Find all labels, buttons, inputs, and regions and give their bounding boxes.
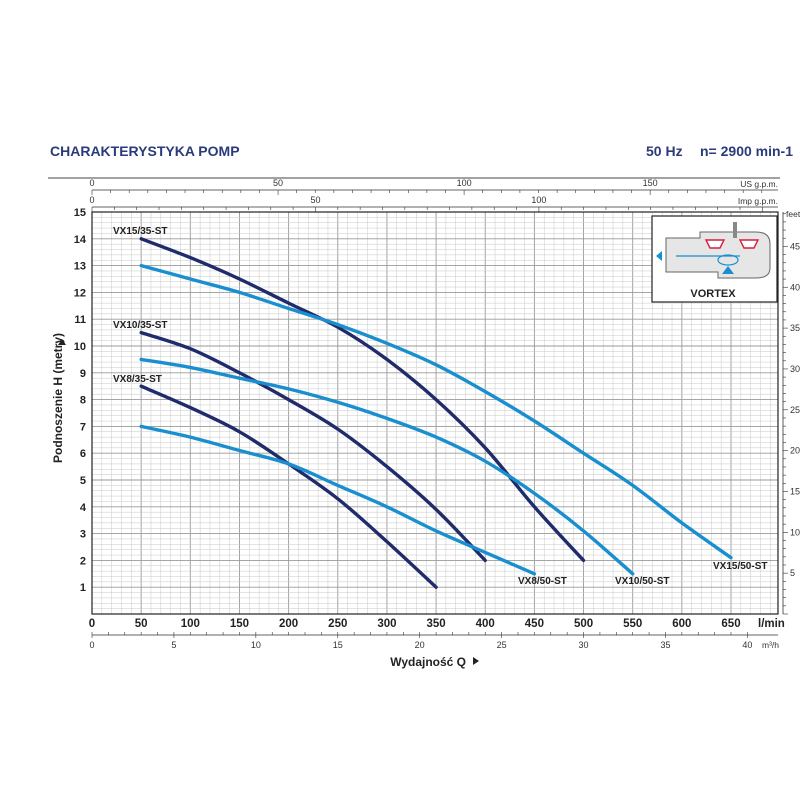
x-tick-label: 350: [426, 618, 445, 630]
m3h-tick-label: 20: [415, 640, 425, 650]
y-tick-label: 5: [80, 475, 86, 487]
y-tick-label: 14: [74, 234, 87, 246]
page-title: CHARAKTERYSTYKA POMP: [50, 143, 240, 159]
us-gpm-tick-label: 150: [643, 178, 658, 188]
y-axis-label: Podnoszenie H (metry): [51, 333, 65, 463]
m3h-tick-label: 30: [579, 640, 589, 650]
feet-tick-label: 5: [790, 568, 795, 578]
feet-tick-label: 20: [790, 446, 800, 456]
y-tick-label: 3: [80, 529, 86, 541]
y-tick-label: 1: [80, 582, 86, 594]
y-tick-label: 7: [80, 421, 86, 433]
m3h-tick-label: 0: [89, 640, 94, 650]
y-tick-label: 13: [74, 261, 86, 273]
feet-tick-label: 40: [790, 282, 800, 292]
series-label: VX15/35-ST: [113, 226, 167, 237]
plot-frame: [91, 211, 779, 615]
y-tick-label: 11: [74, 314, 86, 326]
m3h-tick-label: 25: [497, 640, 507, 650]
x-tick-label: 200: [279, 618, 298, 630]
curve-vx15-50-st: [139, 263, 733, 560]
y-tick-label: 10: [74, 341, 86, 353]
x-tick-label: 500: [574, 618, 593, 630]
series-label: VX10/35-ST: [113, 320, 167, 331]
shaft-icon: [733, 222, 737, 238]
vortex-inset: VORTEX: [651, 215, 778, 303]
x-unit-label: l/min: [758, 618, 785, 630]
inset-label: VORTEX: [690, 288, 736, 300]
feet-tick-label: 15: [790, 486, 800, 496]
series-label: VX8/50-ST: [518, 576, 567, 587]
y-tick-label: 6: [80, 448, 86, 460]
curve-vx10-35-st: [139, 330, 487, 563]
x-tick-label: 150: [230, 618, 249, 630]
x-tick-label: 400: [476, 618, 495, 630]
y-tick-label: 4: [80, 502, 87, 514]
x-tick-label: 0: [89, 618, 95, 630]
x-tick-label: 250: [328, 618, 347, 630]
pump-housing-icon: [665, 231, 771, 279]
imp-gpm-unit-label: Imp g.p.m.: [738, 196, 778, 206]
curve-vx8-50-st: [139, 424, 537, 576]
imp-gpm-tick-label: 100: [531, 195, 546, 205]
outlet-arrow-icon: [656, 251, 662, 261]
chart-axes: [91, 189, 788, 638]
us-gpm-tick-label: 100: [457, 178, 472, 188]
feet-tick-label: 30: [790, 364, 800, 374]
x-tick-label: 100: [181, 618, 200, 630]
m3h-unit-label: m³/h: [762, 640, 779, 650]
y-tick-label: 8: [80, 395, 86, 407]
x-label-arrow: [473, 657, 479, 665]
impeller-icon: [704, 239, 760, 249]
us-gpm-unit-label: US g.p.m.: [740, 179, 778, 189]
x-tick-label: 300: [377, 618, 396, 630]
frequency-label: 50 Hz: [646, 143, 683, 159]
series-label: VX15/50-ST: [713, 561, 767, 572]
y-tick-label: 2: [80, 555, 86, 567]
curve-vx10-50-st: [139, 357, 635, 576]
inlet-arrow-icon: [722, 266, 734, 274]
m3h-tick-label: 10: [251, 640, 261, 650]
feet-tick-label: 10: [790, 527, 800, 537]
feet-tick-label: 45: [790, 241, 800, 251]
imp-gpm-tick-label: 50: [310, 195, 320, 205]
y-tick-label: 15: [74, 207, 86, 219]
feet-unit-label: feet: [786, 209, 800, 219]
y-tick-label: 9: [80, 368, 86, 380]
curve-vx15-35-st: [139, 237, 586, 563]
vortex-swirl-icon: [717, 254, 739, 266]
us-gpm-tick-label: 0: [89, 178, 94, 188]
m3h-tick-label: 35: [660, 640, 670, 650]
speed-label: n= 2900 min-1: [700, 143, 793, 159]
x-axis-label: Wydajność Q: [390, 655, 466, 669]
pump-curves: [139, 237, 733, 589]
series-label: VX8/35-ST: [113, 374, 162, 385]
series-label: VX10/50-ST: [615, 576, 669, 587]
y-tick-label: 12: [74, 287, 86, 299]
feet-tick-label: 35: [790, 323, 800, 333]
m3h-tick-label: 5: [171, 640, 176, 650]
imp-gpm-tick-label: 0: [89, 195, 94, 205]
us-gpm-tick-label: 50: [273, 178, 283, 188]
feet-tick-label: 25: [790, 405, 800, 415]
m3h-tick-label: 15: [333, 640, 343, 650]
x-tick-label: 50: [135, 618, 148, 630]
x-tick-label: 450: [525, 618, 544, 630]
m3h-tick-label: 40: [742, 640, 752, 650]
y-label-arrow: [58, 339, 66, 345]
x-tick-label: 650: [721, 618, 740, 630]
x-tick-label: 550: [623, 618, 642, 630]
x-tick-label: 600: [672, 618, 691, 630]
series-labels: VX15/35-ST VX15/50-ST VX10/35-ST VX10/50-ST…: [113, 226, 767, 587]
